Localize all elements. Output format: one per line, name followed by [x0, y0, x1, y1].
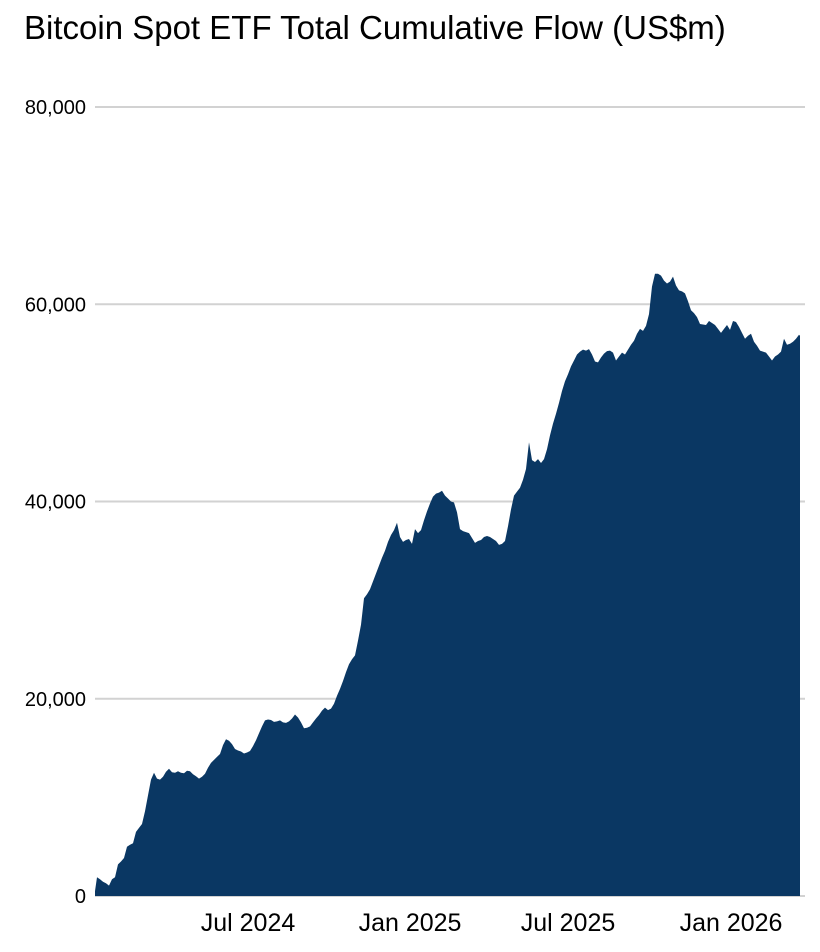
x-tick-label-jan-2026: Jan 2026: [680, 909, 783, 937]
y-tick-label-60000: 60,000: [25, 294, 86, 316]
x-tick-label-jan-2025: Jan 2025: [359, 909, 462, 937]
x-tick-label-jul-2025: Jul 2025: [521, 909, 616, 937]
y-tick-label-20000: 20,000: [25, 689, 86, 711]
chart-title: Bitcoin Spot ETF Total Cumulative Flow (…: [24, 9, 726, 46]
x-tick-label-jul-2024: Jul 2024: [201, 909, 296, 937]
y-tick-label-0: 0: [75, 886, 86, 908]
area-series: [95, 273, 800, 896]
y-tick-label-80000: 80,000: [25, 97, 86, 119]
y-tick-label-40000: 40,000: [25, 492, 86, 514]
